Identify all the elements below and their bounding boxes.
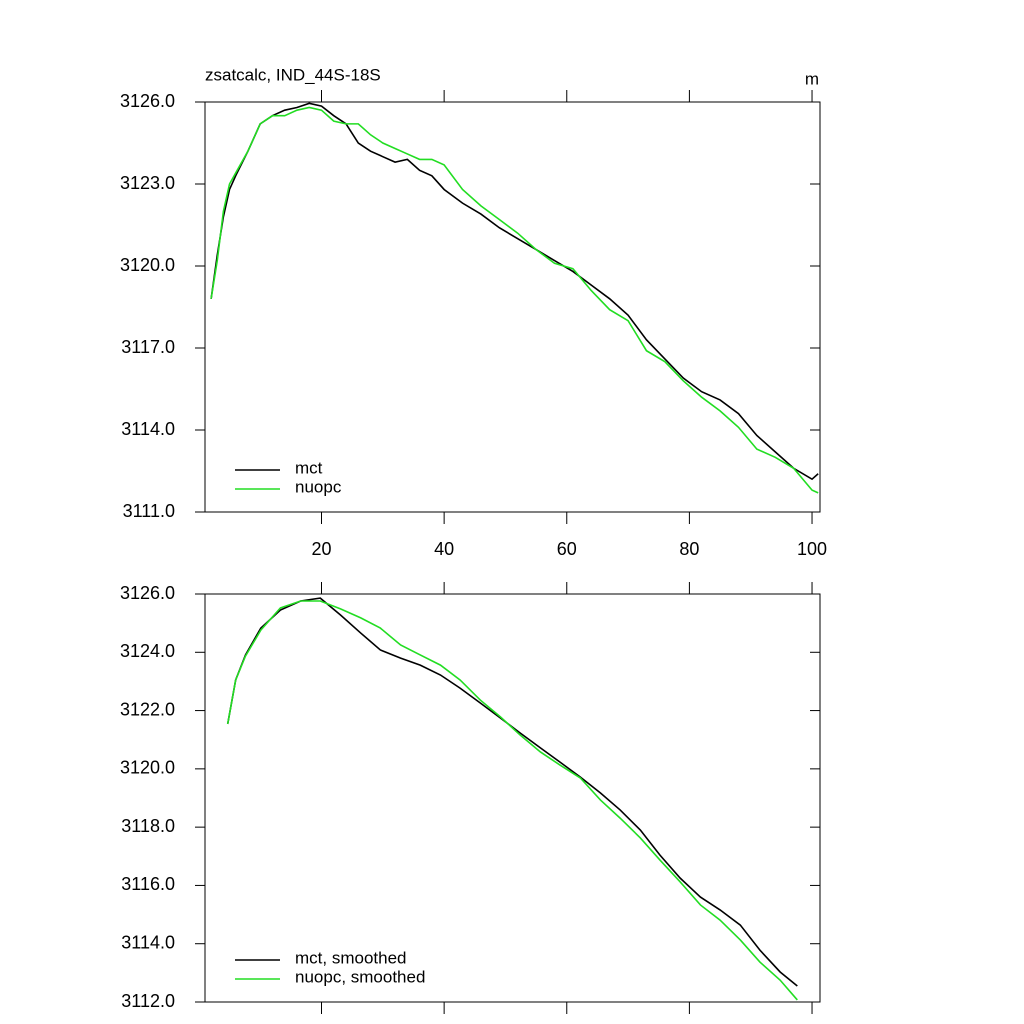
y-tick-label: 3117.0: [121, 337, 175, 357]
legend-label: nuopc: [295, 477, 342, 496]
series-line: [210, 106, 819, 494]
units-label: m: [805, 69, 819, 88]
chart-title: zsatcalc, IND_44S-18S: [205, 65, 381, 84]
y-tick-label: 3120.0: [120, 758, 175, 778]
y-tick-label: 3126.0: [120, 583, 175, 603]
series-line: [210, 102, 819, 481]
series-line: [226, 597, 798, 987]
y-tick-label: 3118.0: [121, 816, 175, 836]
y-tick-label: 3124.0: [120, 641, 175, 661]
plot-frame: [204, 593, 821, 1003]
plot-frame: [204, 101, 821, 513]
y-tick-label: 3120.0: [120, 255, 175, 275]
x-tick-label: 80: [679, 539, 699, 559]
legend-label: mct: [295, 458, 323, 477]
series-line: [226, 600, 798, 1001]
y-tick-label: 3123.0: [120, 173, 175, 193]
y-tick-label: 3111.0: [123, 501, 175, 521]
y-tick-label: 3116.0: [121, 874, 175, 894]
y-tick-label: 3114.0: [121, 419, 175, 439]
legend-label: nuopc, smoothed: [295, 967, 425, 986]
x-tick-label: 100: [797, 539, 827, 559]
x-tick-label: 40: [434, 539, 454, 559]
y-tick-label: 3114.0: [121, 932, 175, 952]
legend-label: mct, smoothed: [295, 948, 407, 967]
y-tick-label: 3126.0: [120, 91, 175, 111]
y-tick-label: 3122.0: [120, 699, 175, 719]
y-tick-label: 3112.0: [121, 991, 175, 1011]
x-tick-label: 20: [311, 539, 331, 559]
x-tick-label: 60: [557, 539, 577, 559]
